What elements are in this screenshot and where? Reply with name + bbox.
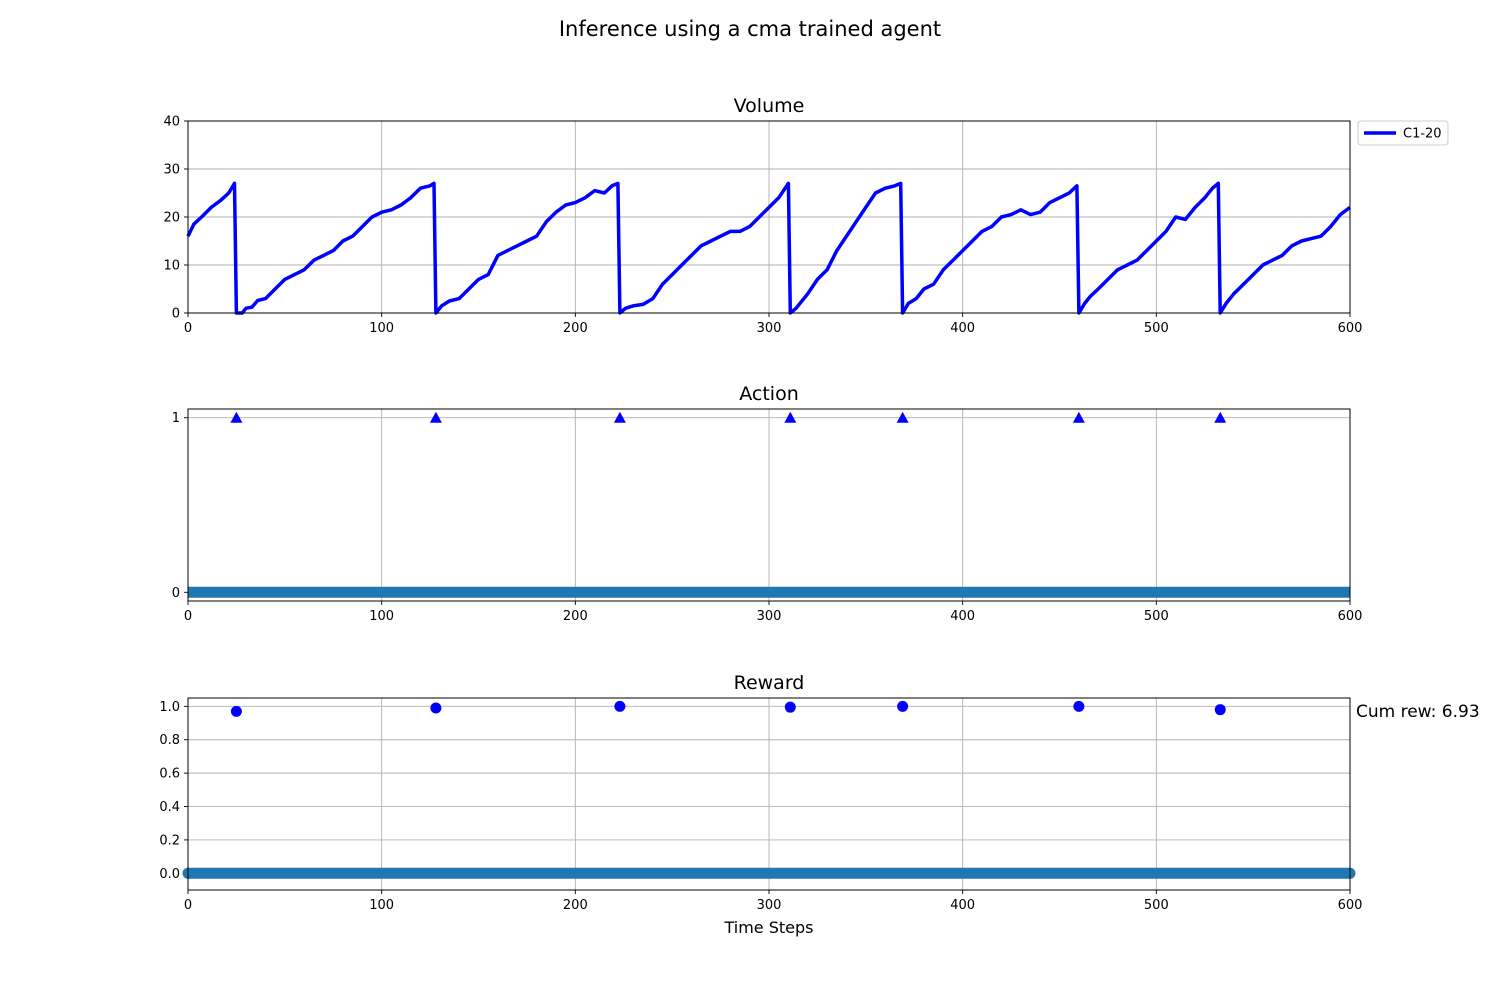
reward-panel: Reward 0 100 200 300 400 500 600 0.0 0.2 0.4 0.6 0.8…	[159, 672, 1362, 913]
panel-title: Reward	[734, 672, 805, 694]
x-tick-label: 100	[369, 609, 394, 624]
axes-frame	[187, 408, 1351, 602]
x-tick-label: 0	[184, 609, 192, 624]
y-tick-label: 0.8	[159, 733, 180, 748]
reward-marker	[614, 700, 626, 712]
axes-frame	[187, 120, 1351, 314]
x-tick-label: 500	[1144, 609, 1169, 624]
x-tick-label: 200	[563, 321, 588, 336]
action-marker	[1214, 411, 1227, 423]
volume-panel: Volume 0 100 200 300 400 500 600 0 10 20 30 40 C1-20	[163, 95, 1449, 336]
action-panel: Action 0 100 200 300 400 500 600 0 1	[172, 383, 1363, 624]
panel-title: Volume	[734, 95, 805, 117]
action-marker	[896, 411, 909, 423]
x-tick-label: 200	[563, 898, 588, 913]
reward-marker	[897, 700, 909, 712]
x-tick-label: 300	[757, 898, 782, 913]
x-tick-label: 400	[950, 321, 975, 336]
x-tick-label: 300	[757, 609, 782, 624]
x-tick-label: 500	[1144, 321, 1169, 336]
y-tick-label: 1.0	[159, 700, 180, 715]
legend-box	[1357, 120, 1449, 146]
y-tick-label: 1	[172, 411, 180, 426]
reward-marker	[1214, 704, 1226, 716]
figure-title: Inference using a cma trained agent	[559, 17, 941, 41]
x-tick-label: 0	[184, 898, 192, 913]
action-marker	[613, 411, 626, 423]
reward-marker	[1073, 700, 1085, 712]
x-tick-label: 100	[369, 321, 394, 336]
reward-marker	[230, 705, 242, 717]
x-axis-label: Time Steps	[723, 918, 813, 937]
x-tick-label: 200	[563, 609, 588, 624]
y-tick-label: 0	[172, 307, 180, 322]
x-tick-label: 400	[950, 609, 975, 624]
action-marker	[784, 411, 797, 423]
x-tick-label: 500	[1144, 898, 1169, 913]
y-tick-label: 0.0	[159, 867, 180, 882]
y-tick-label: 10	[163, 259, 180, 274]
reward-marker	[430, 702, 442, 714]
action-marker	[429, 411, 442, 423]
x-tick-label: 400	[950, 898, 975, 913]
y-tick-label: 0.2	[159, 833, 180, 848]
reward-marker	[784, 701, 796, 713]
y-tick-label: 0.4	[159, 800, 180, 815]
x-tick-label: 600	[1338, 321, 1363, 336]
axes-frame	[187, 697, 1351, 891]
legend-label: C1-20	[1403, 127, 1442, 142]
y-tick-label: 0	[172, 586, 180, 601]
panel-title: Action	[739, 383, 799, 405]
y-tick-label: 20	[163, 211, 180, 226]
x-tick-label: 100	[369, 898, 394, 913]
x-tick-label: 0	[184, 321, 192, 336]
x-tick-label: 600	[1338, 898, 1363, 913]
volume-series-line	[186, 181, 1352, 315]
y-tick-label: 30	[163, 163, 180, 178]
x-tick-label: 300	[757, 321, 782, 336]
y-tick-label: 40	[163, 115, 180, 130]
y-tick-label: 0.6	[159, 767, 180, 782]
cum-reward-label: Cum rew: 6.93	[1356, 702, 1480, 722]
x-tick-label: 600	[1338, 609, 1363, 624]
action-marker	[1072, 411, 1085, 423]
action-marker	[230, 411, 243, 423]
